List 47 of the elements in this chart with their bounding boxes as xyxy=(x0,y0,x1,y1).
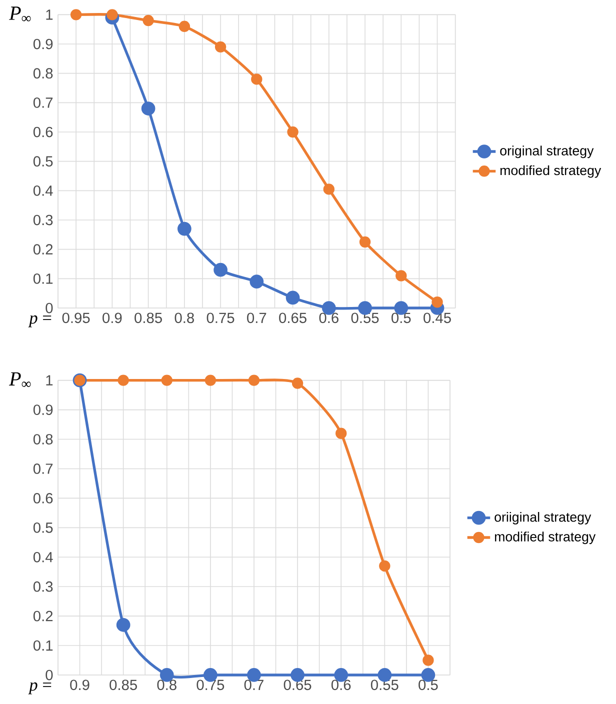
y-tick-label: 0.8 xyxy=(33,434,53,444)
x-axis-title: p = xyxy=(28,682,52,694)
y-tick-label: 0.1 xyxy=(33,273,53,284)
legend-label: modified strategy xyxy=(500,165,602,178)
x-tick-label: 0.9 xyxy=(102,312,122,324)
x-tick-label: 0.85 xyxy=(134,312,162,324)
y-tick-label: 0.1 xyxy=(33,640,53,651)
x-tick-label: 0.9 xyxy=(70,680,90,690)
x-tick-label: 0.8 xyxy=(157,680,176,690)
legend-label: original strategy xyxy=(500,146,594,158)
x-tick-label: 0.75 xyxy=(206,312,234,324)
x-tick-label: 0.65 xyxy=(279,312,306,324)
x-tick-label: 0.45 xyxy=(424,312,451,324)
x-axis-title: p = xyxy=(28,315,52,328)
y-tick-label: 0.9 xyxy=(33,38,53,50)
x-tick-label: 0.6 xyxy=(319,312,338,324)
y-tick-label: 1 xyxy=(46,375,53,386)
y-tick-label: 0.5 xyxy=(33,522,53,533)
y-tick-label: 0 xyxy=(46,302,53,314)
x-tick-label: 0.85 xyxy=(110,680,137,690)
x-tick-label: 0.7 xyxy=(244,680,264,690)
y-axis-title: P$_{∞}$ xyxy=(8,372,31,387)
y-tick-label: 0.5 xyxy=(33,156,53,167)
y-tick-label: 0.2 xyxy=(33,244,53,255)
x-tick-label: 0.5 xyxy=(392,312,411,324)
y-tick-label: 0.2 xyxy=(33,610,53,622)
x-tick-label: 0.65 xyxy=(284,680,312,690)
y-tick-label: 0.9 xyxy=(33,404,53,415)
y-axis-title: P$_{∞}$ xyxy=(8,6,31,22)
y-tick-label: 0.7 xyxy=(33,464,53,474)
y-tick-label: 0 xyxy=(46,670,53,680)
x-tick-label: 0.95 xyxy=(62,312,90,324)
y-tick-label: 0.4 xyxy=(33,185,53,196)
x-tick-label: 0.7 xyxy=(247,312,266,324)
y-tick-label: 0.7 xyxy=(33,97,53,108)
y-tick-label: 0.6 xyxy=(33,126,53,138)
y-tick-label: 1 xyxy=(46,10,53,20)
y-tick-label: 0.6 xyxy=(33,493,53,504)
y-tick-label: 0.3 xyxy=(33,214,53,226)
y-tick-label: 0.4 xyxy=(33,552,53,562)
legend-label: modified strategy xyxy=(494,532,596,544)
x-tick-label: 0.8 xyxy=(174,312,194,324)
y-tick-label: 0.8 xyxy=(33,68,53,79)
x-tick-label: 0.6 xyxy=(331,680,351,690)
x-tick-label: 0.5 xyxy=(418,680,438,690)
legend-label: oriiginal strategy xyxy=(494,512,592,524)
y-tick-label: 0.3 xyxy=(33,581,53,592)
